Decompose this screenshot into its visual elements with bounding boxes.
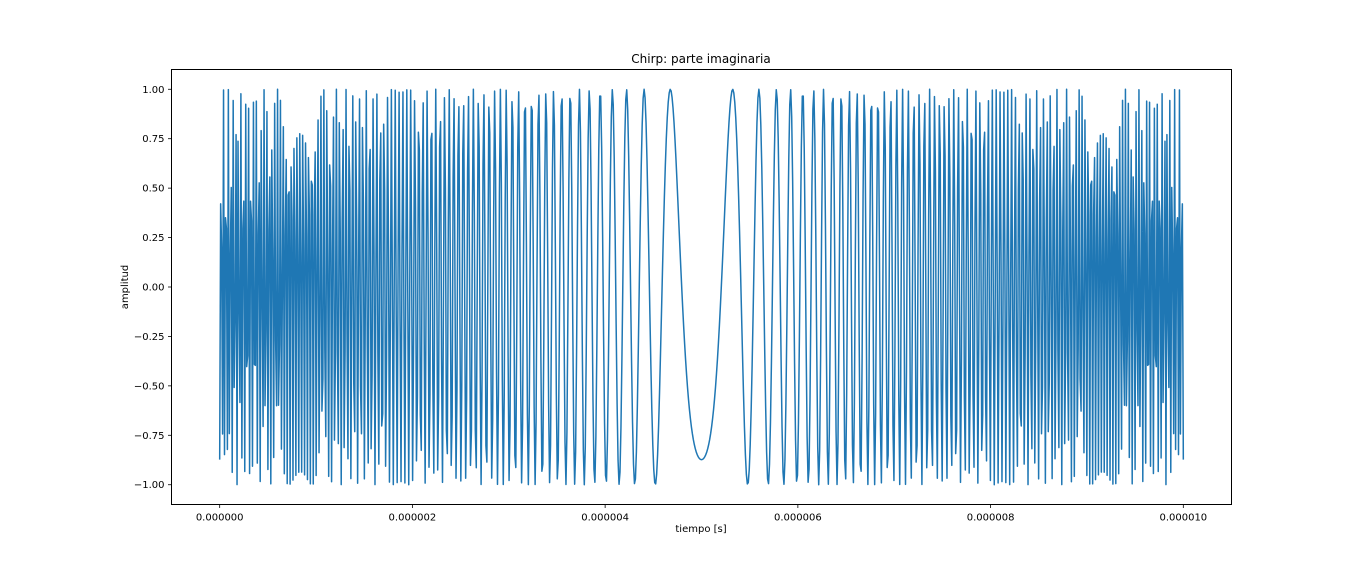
x-tick-label: 0.000004 [581,513,629,524]
y-tick-label: −0.25 [134,332,165,343]
x-tick-label: 0.000000 [196,513,244,524]
y-tick-label: 0.25 [142,233,164,244]
x-tick-label: 0.000010 [1159,513,1207,524]
series-line [218,88,1185,486]
x-axis-label: tiempo [s] [675,524,726,535]
y-tick-label: 0.50 [142,184,164,195]
y-tick-label: 0.00 [142,283,164,294]
y-tick-label: −0.50 [134,381,165,392]
chart-title: Chirp: parte imaginaria [631,52,770,66]
x-tick-label: 0.000006 [774,513,822,524]
y-axis: 1.00 0.75 0.50 0.25 0.00 −0.25 −0.50 −0.75 −1.00 [134,85,172,491]
y-axis-label: amplitud [120,265,131,309]
x-tick-label: 0.000008 [967,513,1015,524]
y-tick-label: 1.00 [142,85,164,96]
y-tick-label: −1.00 [134,480,165,491]
x-axis: 0.000000 0.000002 0.000004 0.000006 0.000008… [196,504,1207,524]
y-tick-label: −0.75 [134,431,165,442]
y-tick-label: 0.75 [142,134,164,145]
x-tick-label: 0.000002 [389,513,437,524]
